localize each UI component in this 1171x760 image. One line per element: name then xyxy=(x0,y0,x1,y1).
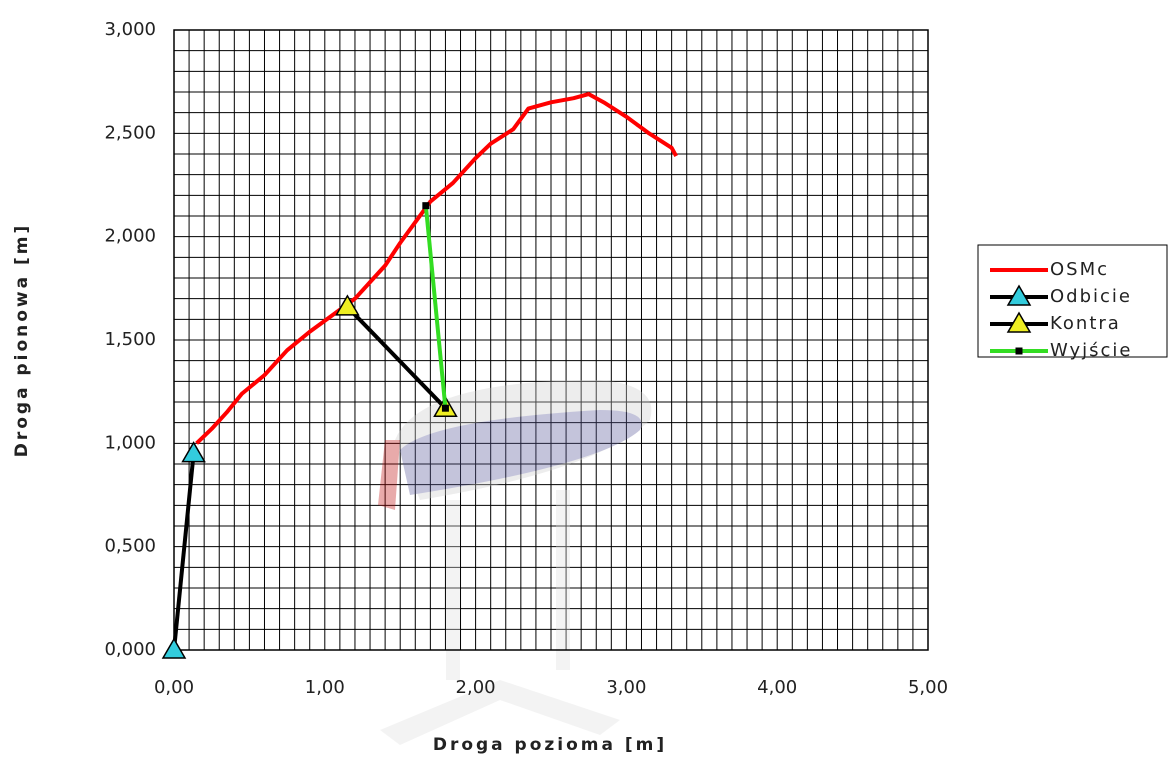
series-line xyxy=(172,453,196,651)
marker xyxy=(441,404,449,412)
y-tick-label: 0,500 xyxy=(104,536,156,557)
x-tick-label: 4,00 xyxy=(757,677,797,698)
x-tick-label: 3,00 xyxy=(606,677,646,698)
marker xyxy=(422,202,430,210)
marker xyxy=(1015,347,1023,355)
x-tick-label: 0,00 xyxy=(154,677,194,698)
y-tick-label: 0,000 xyxy=(104,639,156,660)
plot-border xyxy=(173,29,929,651)
series-line xyxy=(195,92,678,445)
marker xyxy=(335,294,360,316)
plot xyxy=(161,92,678,659)
y-tick-label: 1,500 xyxy=(104,329,156,350)
y-tick-label: 2,000 xyxy=(104,226,156,247)
background-figure xyxy=(378,380,652,745)
y-tick-label: 3,000 xyxy=(104,19,156,40)
legend-label: Wyjście xyxy=(1050,340,1132,361)
series-line xyxy=(423,205,448,409)
x-tick-label: 5,00 xyxy=(908,677,948,698)
series-line xyxy=(345,305,447,410)
legend-label: OSMc xyxy=(1050,259,1109,280)
legend-items: OSMc Odbicie Kontra Wyjście xyxy=(990,259,1132,361)
grid xyxy=(173,29,929,651)
marker xyxy=(181,441,206,463)
marker xyxy=(161,637,187,659)
x-axis-title: Droga pozioma [m] xyxy=(433,735,667,755)
y-axis-title: Droga pionowa [m] xyxy=(12,223,32,458)
y-tick-label: 1,000 xyxy=(104,432,156,453)
x-tick-label: 1,00 xyxy=(305,677,345,698)
legend-label: Kontra xyxy=(1050,313,1121,334)
marker xyxy=(1006,284,1032,306)
marker xyxy=(1006,311,1032,333)
y-tick-label: 2,500 xyxy=(104,122,156,143)
x-tick-label: 2,00 xyxy=(456,677,496,698)
legend-label: Odbicie xyxy=(1050,286,1132,307)
